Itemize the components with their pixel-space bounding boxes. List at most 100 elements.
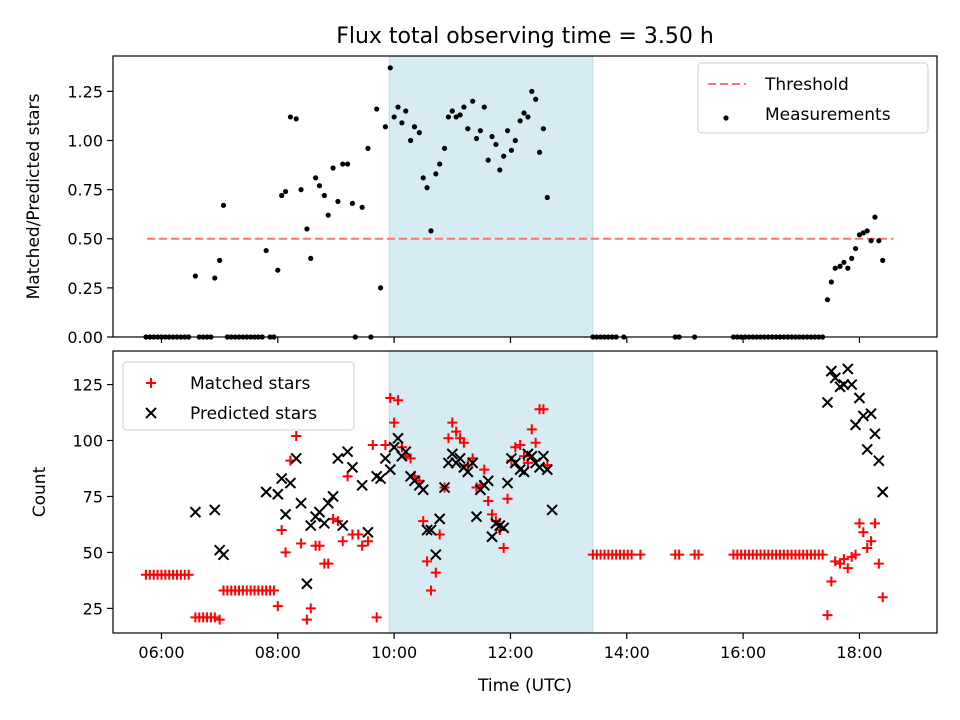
measurement-point bbox=[192, 273, 198, 279]
matched-stars-point bbox=[483, 495, 494, 506]
measurement-point bbox=[433, 171, 439, 177]
measurement-point bbox=[382, 124, 389, 130]
predicted-stars-point bbox=[537, 450, 550, 462]
measurement-point bbox=[824, 297, 831, 303]
predicted-stars-point bbox=[438, 481, 451, 494]
predicted-stars-point bbox=[825, 365, 838, 377]
matched-stars-point bbox=[877, 592, 888, 603]
legend-matched-swatch bbox=[146, 378, 156, 388]
measurement-point bbox=[424, 185, 430, 191]
predicted-stars-point bbox=[290, 452, 302, 465]
measurement-point bbox=[279, 192, 285, 199]
matched-stars-point bbox=[498, 542, 509, 553]
measurement-point bbox=[841, 259, 847, 265]
x-tick-label: 12:00 bbox=[487, 643, 533, 662]
predicted-stars-point bbox=[337, 519, 349, 532]
matched-stars-point bbox=[367, 440, 378, 450]
matched-stars-point bbox=[323, 558, 334, 569]
predicted-stars-point bbox=[501, 477, 514, 489]
matched-stars-point bbox=[362, 536, 373, 547]
matched-stars-point bbox=[458, 437, 469, 448]
predicted-stars-point bbox=[388, 441, 400, 453]
predicted-stars-point bbox=[541, 463, 554, 476]
x-tick-label: 10:00 bbox=[371, 643, 417, 662]
predicted-stars-point bbox=[392, 432, 404, 444]
legend-label: Predicted stars bbox=[190, 404, 317, 424]
measurement-point bbox=[316, 183, 323, 189]
predicted-stars-point bbox=[857, 410, 870, 422]
y-tick-label: 75 bbox=[83, 487, 103, 506]
matched-stars-point bbox=[502, 493, 513, 504]
measurement-point bbox=[517, 118, 523, 124]
predicted-stars-point bbox=[877, 486, 889, 498]
measurement-point bbox=[544, 194, 550, 201]
measurement-point bbox=[525, 114, 531, 120]
predicted-stars-point bbox=[327, 490, 339, 503]
measurement-point bbox=[860, 230, 866, 236]
predicted-stars-point bbox=[849, 419, 862, 431]
matched-stars-point bbox=[873, 558, 884, 569]
measurement-point bbox=[473, 135, 480, 142]
measurement-point bbox=[359, 204, 365, 210]
matched-stars-point bbox=[510, 442, 521, 453]
predicted-stars-point bbox=[546, 504, 558, 516]
measurement-point bbox=[374, 106, 380, 112]
matched-stars-point bbox=[371, 612, 382, 623]
predicted-stars-point bbox=[865, 407, 877, 420]
measurement-point bbox=[391, 114, 397, 120]
measurement-point bbox=[308, 255, 314, 261]
x-tick-label: 08:00 bbox=[255, 643, 301, 662]
legend-predicted-swatch bbox=[145, 407, 157, 419]
matched-stars-point bbox=[838, 554, 849, 565]
matched-stars-point bbox=[822, 610, 833, 621]
measurement-point bbox=[212, 275, 218, 281]
observing-window-span bbox=[388, 350, 594, 634]
predicted-stars-point bbox=[279, 508, 292, 521]
measurement-point bbox=[437, 161, 443, 167]
measurement-point bbox=[533, 96, 539, 102]
measurement-point bbox=[420, 175, 426, 181]
chart-title: Flux total observing time = 3.50 h bbox=[336, 24, 714, 49]
y-tick-label: 1.25 bbox=[67, 82, 103, 101]
measurement-point bbox=[399, 120, 405, 126]
legend-label: Matched stars bbox=[190, 374, 310, 394]
measurement-point bbox=[330, 165, 336, 171]
legend-box bbox=[697, 62, 929, 134]
matched-stars-point bbox=[276, 525, 287, 536]
y-tick-label: 125 bbox=[72, 376, 103, 395]
measurement-point bbox=[349, 200, 356, 206]
matched-stars-point bbox=[280, 547, 291, 558]
legend-label: Threshold bbox=[764, 75, 849, 95]
matched-stars-point bbox=[626, 549, 637, 560]
matched-stars-point bbox=[479, 464, 490, 475]
measurement-point bbox=[411, 124, 418, 130]
predicted-stars-point bbox=[861, 443, 873, 456]
predicted-stars-point bbox=[421, 524, 433, 536]
matched-stars-point bbox=[353, 529, 364, 540]
measurement-point bbox=[481, 104, 487, 110]
measurement-point bbox=[852, 245, 859, 252]
predicted-stars-point bbox=[341, 446, 354, 458]
measurement-point bbox=[304, 226, 310, 232]
measurement-point bbox=[441, 145, 448, 151]
measurement-point bbox=[340, 161, 346, 167]
matched-stars-point bbox=[519, 451, 530, 462]
predicted-stars-point bbox=[466, 457, 479, 469]
matched-stars-point bbox=[826, 576, 837, 587]
predicted-stars-point bbox=[400, 446, 412, 458]
matched-stars-point bbox=[866, 536, 877, 547]
measurement-point bbox=[220, 202, 227, 208]
measurement-point bbox=[845, 265, 851, 271]
y-axis-label: Matched/Predicted stars bbox=[24, 93, 44, 299]
measurement-point bbox=[872, 214, 878, 220]
predicted-stars-point bbox=[217, 548, 230, 561]
measurement-point bbox=[868, 238, 874, 244]
measurement-point bbox=[529, 88, 535, 94]
matched-stars-point bbox=[430, 567, 441, 578]
predicted-stars-point bbox=[446, 448, 459, 460]
measurement-point bbox=[416, 130, 422, 136]
predicted-stars-point bbox=[486, 531, 498, 543]
predicted-stars-point bbox=[454, 452, 466, 465]
matched-stars-point bbox=[291, 431, 302, 442]
